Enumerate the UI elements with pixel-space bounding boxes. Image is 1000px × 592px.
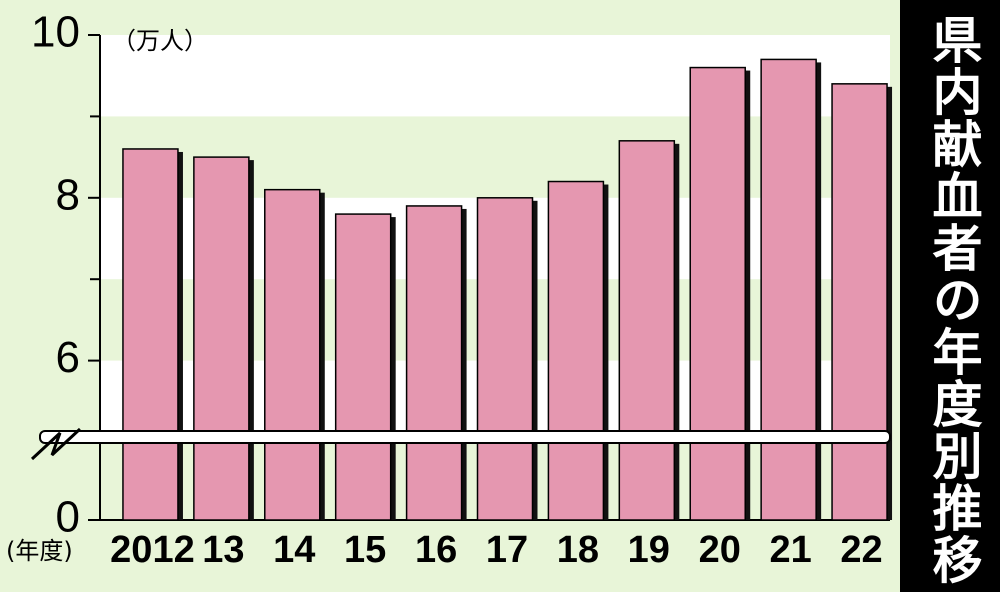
bar: [193, 156, 250, 521]
x-tick-label: 22: [840, 529, 882, 571]
x-tick-label: 16: [415, 529, 457, 571]
x-tick-label: 20: [699, 529, 741, 571]
x-tick-label: 2012: [110, 529, 195, 571]
chart-title: 県内献血者の年度別推移: [925, 14, 983, 586]
bar: [618, 140, 676, 521]
bar: [122, 148, 179, 521]
x-tick-label: 13: [202, 529, 244, 571]
y-tick-label: 10: [31, 8, 80, 57]
axis-break: [39, 430, 891, 444]
x-tick-label: 18: [557, 529, 599, 571]
x-tick-label: 15: [344, 529, 386, 571]
bar: [264, 188, 321, 521]
x-tick-label: 19: [628, 529, 670, 571]
y-tick-label: 0: [56, 493, 80, 542]
bar: [547, 180, 605, 521]
title-box: [900, 0, 1000, 592]
x-tick-label: 21: [769, 529, 811, 571]
bar: [760, 58, 817, 521]
unit-label: （万人）: [112, 27, 208, 55]
bar: [689, 66, 746, 521]
axis-break-zigzag: [30, 427, 82, 461]
bar: [476, 197, 534, 521]
bar: [831, 83, 888, 521]
y-tick-label: 6: [56, 333, 80, 382]
bar: [405, 205, 463, 521]
x-tick-label: 17: [486, 529, 528, 571]
bar: [334, 213, 392, 521]
y-tick-label: 8: [56, 170, 80, 219]
x-tick-label: 14: [273, 529, 315, 571]
x-axis-label: (年度): [6, 537, 73, 565]
band: [100, 35, 890, 117]
